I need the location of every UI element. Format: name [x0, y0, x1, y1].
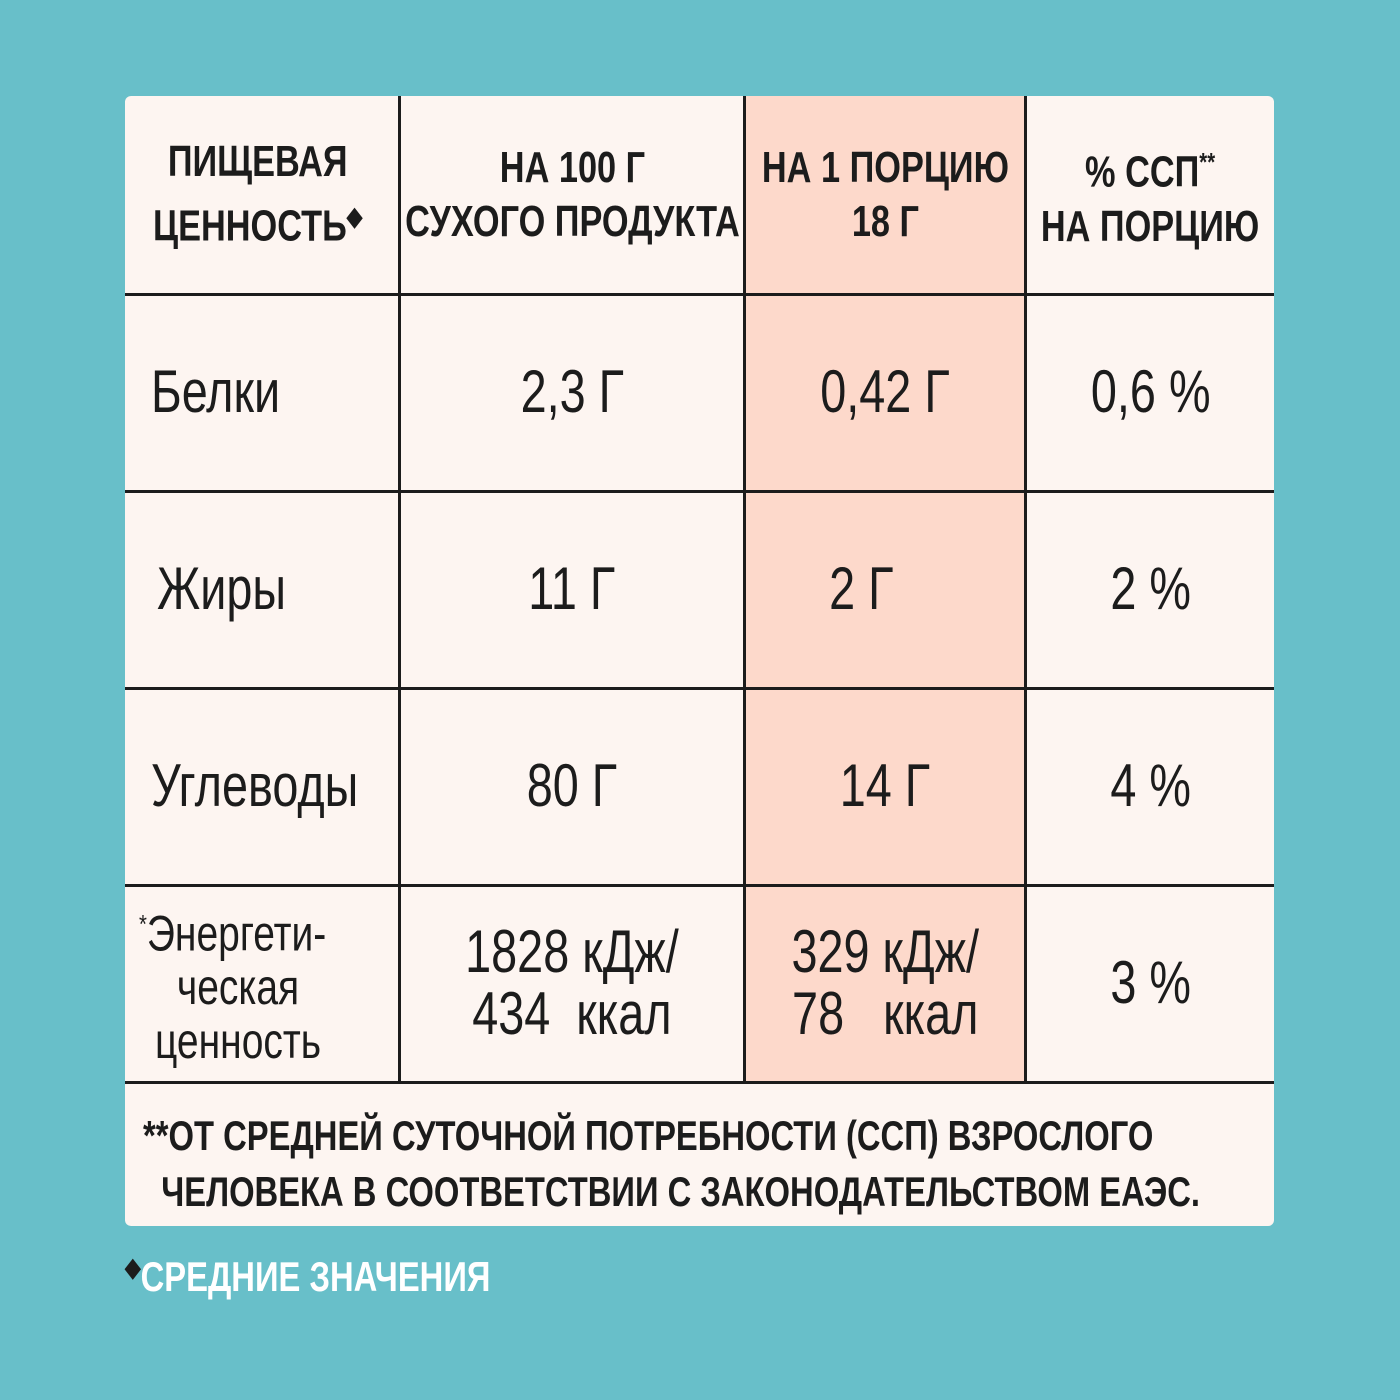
- divider: [125, 490, 1274, 493]
- energy-portion: 329 кДж/78 ккал: [746, 884, 1024, 1081]
- cell-text: 1828 кДж/: [465, 917, 679, 985]
- cell-text: 4 %: [1110, 751, 1191, 819]
- footnote-mark: **: [1199, 147, 1216, 178]
- row-per100: 80 Г: [401, 687, 743, 884]
- header-text: НА 1 ПОРЦИЮ: [761, 142, 1009, 192]
- energy-name: *Энергети- ческая ценность: [139, 884, 398, 1081]
- divider: [125, 1081, 1274, 1084]
- row-pct: 4 %: [1027, 687, 1274, 884]
- divider: [125, 687, 1274, 690]
- divider: [125, 884, 1274, 887]
- energy-pct: 3 %: [1027, 884, 1274, 1081]
- cell-text: 2,3 Г: [520, 357, 624, 425]
- header-text: НА 100 Г: [499, 142, 645, 192]
- row-per100: 2,3 Г: [401, 293, 743, 490]
- cell-text: 14 Г: [839, 751, 931, 819]
- footnote: **ОТ СРЕДНЕЙ СУТОЧНОЙ ПОТРЕБНОСТИ (ССП) …: [143, 1108, 1274, 1220]
- cell-text: 2 %: [1110, 554, 1191, 622]
- header-text: 18 Г: [851, 196, 919, 246]
- nutrition-table: ПИЩЕВАЯ ЦЕННОСТЬ◆ НА 100 Г СУХОГО ПРОДУКТА…: [125, 96, 1274, 1226]
- header-nutrient: ПИЩЕВАЯ ЦЕННОСТЬ◆: [153, 96, 398, 293]
- cell-text: 78 ккал: [791, 979, 979, 1047]
- footnote-mark: *: [139, 908, 147, 939]
- cell-text: Жиры: [157, 554, 287, 622]
- cell-text: 3 %: [1110, 948, 1191, 1016]
- cell-text: ценность: [155, 1013, 322, 1070]
- cell-text: 11 Г: [528, 554, 616, 622]
- row-name: Белки: [151, 293, 398, 490]
- header-text: СУХОГО ПРОДУКТА: [404, 196, 740, 246]
- row-portion: 14 Г: [746, 687, 1024, 884]
- cell-text: Белки: [151, 357, 281, 425]
- cell-text: Энергети-: [146, 905, 327, 962]
- header-pct-daily: % ССП** НА ПОРЦИЮ: [1027, 96, 1274, 293]
- header-text: НА ПОРЦИЮ: [1041, 201, 1260, 251]
- cell-text: 329 кДж/: [791, 917, 979, 985]
- diamond-icon: ◆: [346, 201, 363, 232]
- row-name: Жиры: [157, 490, 398, 687]
- portion-column-highlight: [746, 96, 1025, 1083]
- energy-per100: 1828 кДж/434 ккал: [401, 884, 743, 1081]
- cell-text: 0,6 %: [1090, 357, 1211, 425]
- row-pct: 2 %: [1027, 490, 1274, 687]
- cell-text: ческая: [176, 959, 300, 1016]
- header-per-100g: НА 100 Г СУХОГО ПРОДУКТА: [401, 96, 743, 293]
- row-portion: 2 Г: [746, 490, 976, 687]
- row-per100: 11 Г: [401, 490, 743, 687]
- divider: [398, 96, 401, 1083]
- cell-text: 0,42 Г: [820, 357, 950, 425]
- cell-text: 80 Г: [526, 751, 618, 819]
- header-text: % ССП: [1085, 147, 1200, 197]
- note-text: СРЕДНИЕ ЗНАЧЕНИЯ: [140, 1253, 491, 1300]
- cell-text: 2 Г: [828, 554, 894, 622]
- row-name: Углеводы: [151, 687, 398, 884]
- row-portion: 0,42 Г: [746, 293, 1024, 490]
- header-text: ЦЕННОСТЬ: [153, 201, 347, 251]
- average-values-note: ◆СРЕДНИЕ ЗНАЧЕНИЯ: [125, 1252, 594, 1301]
- divider: [743, 96, 746, 1083]
- divider: [125, 293, 1274, 296]
- footnote-text: ЧЕЛОВЕКА В СООТВЕТСТВИИ С ЗАКОНОДАТЕЛЬСТ…: [161, 1168, 1201, 1215]
- header-per-portion: НА 1 ПОРЦИЮ 18 Г: [746, 96, 1024, 293]
- divider: [1024, 96, 1027, 1083]
- cell-text: Углеводы: [151, 751, 359, 819]
- row-pct: 0,6 %: [1027, 293, 1274, 490]
- diamond-icon: ◆: [125, 1252, 141, 1282]
- footnote-text: **ОТ СРЕДНЕЙ СУТОЧНОЙ ПОТРЕБНОСТИ (ССП) …: [143, 1112, 1154, 1159]
- cell-text: 434 ккал: [472, 979, 672, 1047]
- header-text: ПИЩЕВАЯ: [167, 137, 348, 187]
